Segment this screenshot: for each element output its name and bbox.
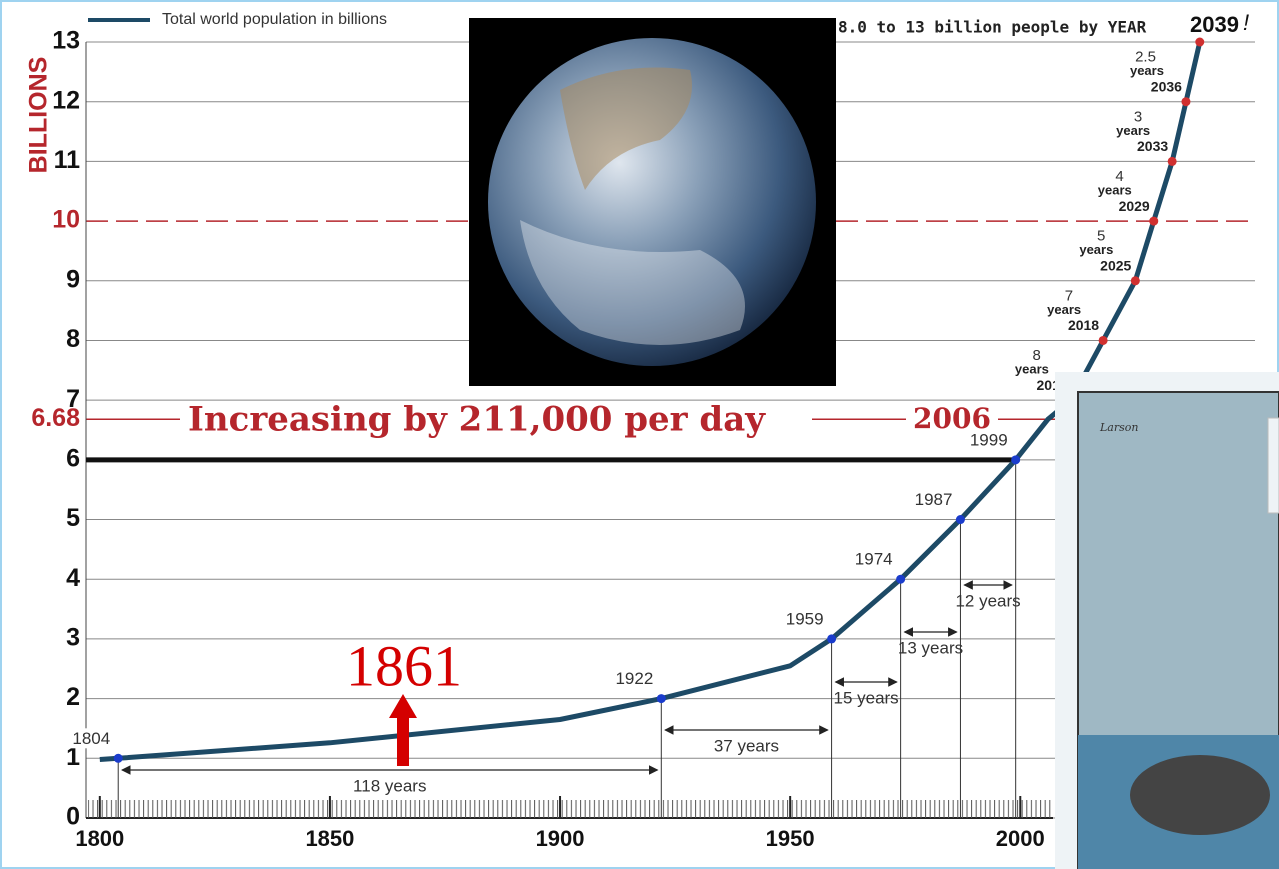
- y-tick-label: 4: [66, 564, 80, 592]
- cartoon-tab: [1268, 418, 1279, 513]
- y-tick-label: 13: [52, 27, 80, 55]
- point-label: 1804: [72, 729, 110, 748]
- point-marker: [1131, 276, 1140, 285]
- earth-photo: [469, 18, 836, 386]
- countdown-year: 2036: [1151, 78, 1182, 94]
- interval-label: 13 years: [898, 638, 963, 657]
- point-marker: [1195, 38, 1204, 47]
- y-tick-label: 2: [66, 683, 80, 711]
- y-tick-label: 9: [66, 265, 80, 293]
- x-tick-label: 1950: [766, 826, 815, 851]
- y-tick-label: 10: [52, 206, 80, 234]
- countdown-unit: years: [1079, 242, 1113, 257]
- y-tick-label: 5: [66, 504, 80, 532]
- point-marker: [896, 575, 905, 584]
- countdown-unit: years: [1047, 302, 1081, 317]
- interval-label: 37 years: [714, 736, 779, 755]
- point-label: 1999: [970, 430, 1008, 449]
- point-marker: [114, 754, 123, 763]
- point-marker: [1168, 157, 1177, 166]
- countdown-unit: years: [1130, 63, 1164, 78]
- y-axis-label: BILLIONS: [25, 57, 53, 174]
- countdown-year: 2018: [1068, 317, 1099, 333]
- cartoon-figure: [1130, 755, 1270, 835]
- y-tick-label: 6.68: [31, 404, 80, 432]
- point-label: 1922: [615, 669, 653, 688]
- countdown-year: 2033: [1137, 138, 1168, 154]
- point-marker: [1149, 217, 1158, 226]
- y-tick-label: 3: [66, 624, 80, 652]
- point-marker: [1011, 455, 1020, 464]
- interval-label: 118 years: [353, 776, 426, 795]
- point-marker: [956, 515, 965, 524]
- point-marker: [827, 634, 836, 643]
- headline: 8.0 to 13 billion people by YEAR: [838, 18, 1147, 37]
- countdown-unit: years: [1015, 362, 1049, 377]
- cartoon-signature: Larson: [1099, 421, 1138, 434]
- interval-label: 12 years: [955, 591, 1020, 610]
- x-tick-label: 1900: [536, 826, 585, 851]
- point-label: 1959: [786, 609, 824, 628]
- cartoon: Larson: [1055, 372, 1279, 869]
- x-tick-label: 2000: [996, 826, 1045, 851]
- point-label: 1987: [915, 490, 953, 509]
- x-tick-label: 1850: [305, 826, 354, 851]
- point-marker: [1181, 97, 1190, 106]
- minor-ticks: [88, 800, 1053, 818]
- annotation-text: 1861: [346, 633, 462, 698]
- point-marker: [1099, 336, 1108, 345]
- countdown-unit: years: [1098, 183, 1132, 198]
- point-label: 1974: [855, 550, 893, 569]
- y-tick-label: 11: [54, 146, 81, 174]
- interval-label: 15 years: [833, 688, 898, 707]
- chart: 0123456789101112136.68180018501900195020…: [0, 0, 1279, 869]
- countdown-unit: years: [1116, 123, 1150, 138]
- x-tick-label: 1800: [75, 826, 124, 851]
- y-tick-label: 12: [52, 86, 80, 114]
- headline-mark: !: [1243, 10, 1249, 35]
- countdown-year: 2025: [1100, 257, 1131, 273]
- point-marker: [657, 694, 666, 703]
- headline-year: 2039: [1190, 12, 1239, 37]
- y-tick-label: 8: [66, 325, 80, 353]
- legend-label: Total world population in billions: [162, 11, 387, 28]
- y-tick-label: 6: [66, 444, 80, 472]
- highlight-text: Increasing by 211,000 per day: [188, 399, 766, 439]
- countdown-year: 2029: [1119, 198, 1150, 214]
